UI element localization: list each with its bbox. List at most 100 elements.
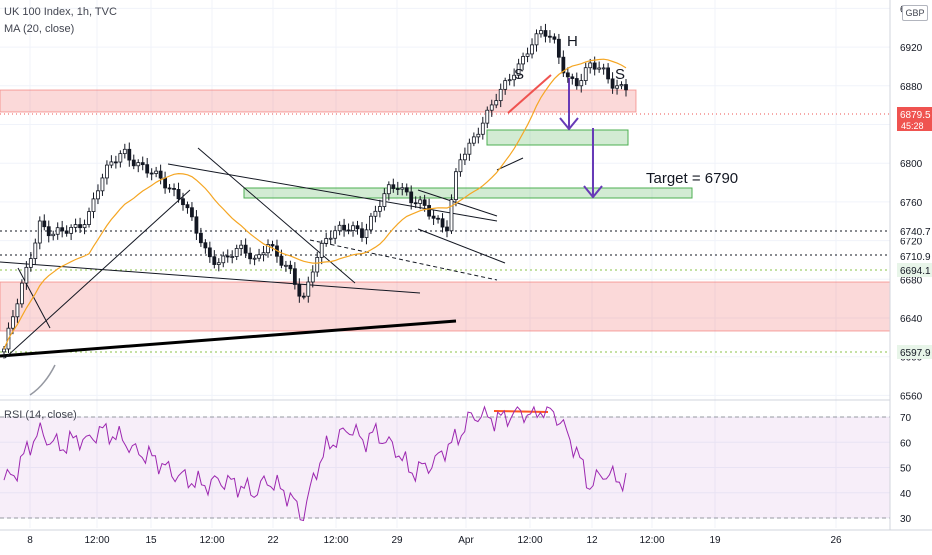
candle	[292, 262, 297, 290]
drawings-layer	[0, 74, 603, 413]
left-shoulder-line	[507, 74, 552, 114]
candle-body-down	[158, 170, 163, 179]
last-price-tag: 6879.5	[897, 107, 932, 121]
price-tick-label: 6760	[900, 198, 923, 209]
candle	[234, 244, 239, 261]
rising-trendline	[4, 189, 191, 359]
ma-layer	[3, 58, 627, 350]
level-tag-6740: 6740.7	[897, 224, 932, 238]
candle	[337, 221, 342, 236]
candle	[270, 240, 275, 252]
candle	[360, 222, 364, 242]
candle-body-down	[181, 198, 185, 206]
candle	[521, 52, 525, 71]
candle-body-up	[480, 122, 485, 135]
ma-legend[interactable]: MA (20, close)	[4, 23, 75, 35]
candle	[230, 250, 235, 264]
candle-body-up	[373, 210, 378, 217]
candle	[503, 77, 508, 95]
candle	[606, 63, 611, 84]
candle	[37, 216, 42, 250]
level-tag-6694-bg	[897, 263, 932, 277]
flag-bottom-line	[417, 228, 506, 264]
candle	[373, 205, 378, 223]
candle	[310, 265, 315, 288]
time-tick-label: Apr	[458, 535, 474, 546]
candle-body-down	[149, 172, 154, 175]
resistance-zone	[0, 89, 637, 113]
candle	[409, 185, 414, 210]
candle	[100, 173, 105, 196]
candle-body-up	[252, 257, 257, 260]
candle-body-up	[476, 133, 481, 138]
candle	[355, 220, 360, 235]
candle-body-up	[386, 184, 391, 195]
candle	[552, 33, 557, 44]
candle-body-down	[395, 188, 400, 190]
time-tick-label: 29	[391, 535, 403, 546]
candle	[252, 255, 257, 266]
candle-body-down	[592, 62, 597, 70]
candle-body-up	[154, 170, 159, 174]
candle-body-down	[288, 264, 293, 270]
candle-body-up	[485, 109, 490, 124]
candle-body-up	[306, 281, 311, 297]
rsi-line	[3, 405, 627, 522]
candle-body-down	[212, 256, 217, 265]
candle	[78, 217, 82, 234]
candle	[324, 232, 329, 247]
candle-body-up	[284, 264, 288, 267]
candle-body-down	[131, 159, 136, 167]
level-tag-6710-bg	[897, 249, 932, 263]
candle-body-down	[42, 220, 47, 228]
candle-body-up	[418, 199, 423, 204]
candle	[574, 72, 579, 90]
candle	[512, 68, 517, 87]
price-tick-label: 6720	[900, 237, 923, 248]
candle	[140, 156, 145, 171]
candle-body-down	[225, 255, 230, 258]
candle	[15, 298, 20, 323]
candle-body-down	[548, 35, 552, 38]
candle-body-down	[570, 76, 575, 79]
price-tick-label: 6800	[900, 159, 923, 170]
candle	[610, 72, 615, 94]
candle-body-up	[512, 74, 517, 81]
candle	[91, 192, 96, 219]
candle-body-down	[279, 255, 284, 266]
last-price-tag-bg	[897, 107, 932, 121]
candle-body-up	[266, 244, 270, 254]
candle-body-up	[261, 252, 266, 256]
candle	[167, 183, 172, 193]
candle	[391, 178, 396, 193]
candle-body-down	[346, 229, 351, 232]
candle	[382, 188, 387, 211]
candle	[105, 160, 109, 185]
rsi-legend[interactable]: RSI (14, close)	[4, 409, 77, 421]
head-label: H	[567, 33, 578, 50]
candle-body-up	[534, 33, 539, 46]
candle-body-down	[145, 164, 150, 174]
candle-body-down	[624, 84, 628, 91]
zones-layer	[0, 89, 891, 518]
candle	[565, 67, 570, 83]
candle	[467, 138, 472, 161]
level-tag-6710-text: 6710.9	[900, 252, 931, 263]
candle-body-down	[355, 225, 360, 230]
candle-body-down	[60, 227, 65, 232]
candle	[69, 224, 74, 241]
level-tag-6597: 6597.9	[897, 345, 932, 359]
candle	[190, 202, 194, 221]
time-tick-label: 12:00	[517, 535, 542, 546]
candle-body-up	[315, 257, 320, 273]
candle	[118, 150, 123, 168]
levels-layer	[0, 113, 890, 519]
currency-badge[interactable]: GBP	[902, 5, 928, 21]
candle	[239, 240, 244, 256]
candle-body-up	[2, 348, 6, 353]
symbol-title[interactable]: UK 100 Index, 1h, TVC	[4, 6, 117, 18]
candle-body-up	[615, 85, 619, 89]
candle-body-up	[525, 53, 530, 57]
